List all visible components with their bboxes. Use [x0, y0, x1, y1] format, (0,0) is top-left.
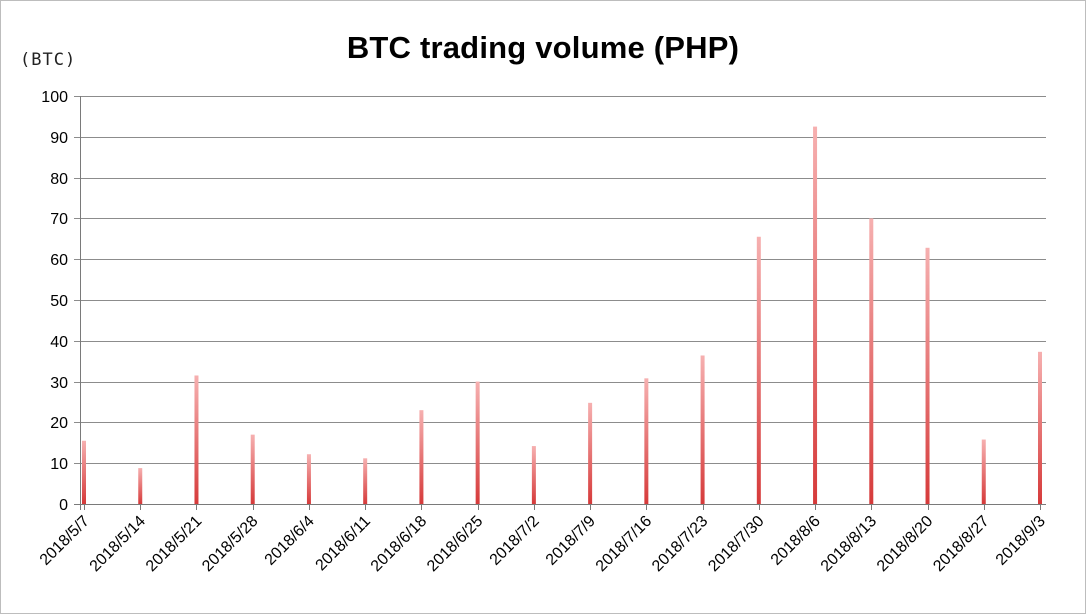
- y-tick-labels: 0 10 20 30 40 50 60 70 80 90 100: [41, 89, 68, 514]
- x-tick-label: 2018/5/7: [37, 513, 93, 569]
- bar-2018/7/30: [756, 236, 761, 504]
- x-tick-label: 2018/8/27: [930, 513, 992, 575]
- bar-2018/5/7: [82, 440, 86, 504]
- axes: [80, 96, 1041, 510]
- x-tick-label: 2018/5/28: [199, 513, 261, 575]
- bar-2018/8/27: [981, 439, 986, 504]
- y-tick-label: 20: [50, 415, 68, 432]
- bar-2018/8/13: [869, 218, 874, 504]
- x-tick-label: 2018/5/14: [87, 513, 149, 575]
- y-tick-label: 10: [50, 456, 68, 473]
- bar-2018/9/3: [1038, 351, 1042, 504]
- x-tick-label: 2018/7/2: [487, 513, 543, 569]
- bar-2018/6/4: [306, 454, 311, 504]
- y-tick-label: 50: [50, 293, 68, 310]
- bar-2018/5/21: [194, 375, 199, 504]
- y-axis-unit-label: (BTC): [20, 50, 77, 70]
- x-tick-label: 2018/6/4: [262, 513, 318, 569]
- x-tick-label: 2018/7/30: [705, 513, 767, 575]
- x-tick-label: 2018/9/3: [993, 513, 1049, 569]
- x-tick-label: 2018/6/25: [424, 513, 486, 575]
- bar-2018/6/25: [475, 381, 480, 504]
- x-tick-label: 2018/7/16: [593, 513, 655, 575]
- x-tick-label: 2018/8/20: [874, 513, 936, 575]
- chart-title: BTC trading volume (PHP): [346, 30, 740, 65]
- bar-2018/6/18: [419, 410, 424, 504]
- bar-2018/7/9: [588, 402, 593, 504]
- gridlines: [74, 96, 1046, 505]
- bar-2018/7/16: [644, 378, 649, 504]
- bar-2018/7/2: [531, 446, 536, 504]
- x-tick-label: 2018/6/18: [368, 513, 430, 575]
- y-tick-label: 90: [50, 130, 68, 147]
- bar-2018/7/23: [700, 355, 705, 504]
- y-tick-label: 80: [50, 171, 68, 188]
- x-tick-label: 2018/7/9: [543, 513, 599, 569]
- bar-2018/8/20: [925, 247, 930, 504]
- bars: [82, 126, 1042, 504]
- x-tick-label: 2018/5/21: [143, 513, 205, 575]
- y-tick-label: 40: [50, 334, 68, 351]
- bar-2018/8/6: [813, 126, 818, 504]
- bar-2018/6/11: [363, 458, 368, 504]
- y-tick-label: 30: [50, 375, 68, 392]
- y-tick-label: 60: [50, 252, 68, 269]
- bar-2018/5/14: [138, 468, 143, 504]
- x-tick-label: 2018/8/13: [818, 513, 880, 575]
- y-tick-label: 70: [50, 211, 68, 228]
- x-tick-label: 2018/6/11: [313, 513, 375, 575]
- bar-2018/5/28: [250, 434, 255, 504]
- y-tick-label: 0: [59, 497, 68, 514]
- y-tick-label: 100: [41, 89, 68, 106]
- x-tick-label: 2018/8/6: [768, 513, 824, 569]
- x-tick-label: 2018/7/23: [649, 513, 711, 575]
